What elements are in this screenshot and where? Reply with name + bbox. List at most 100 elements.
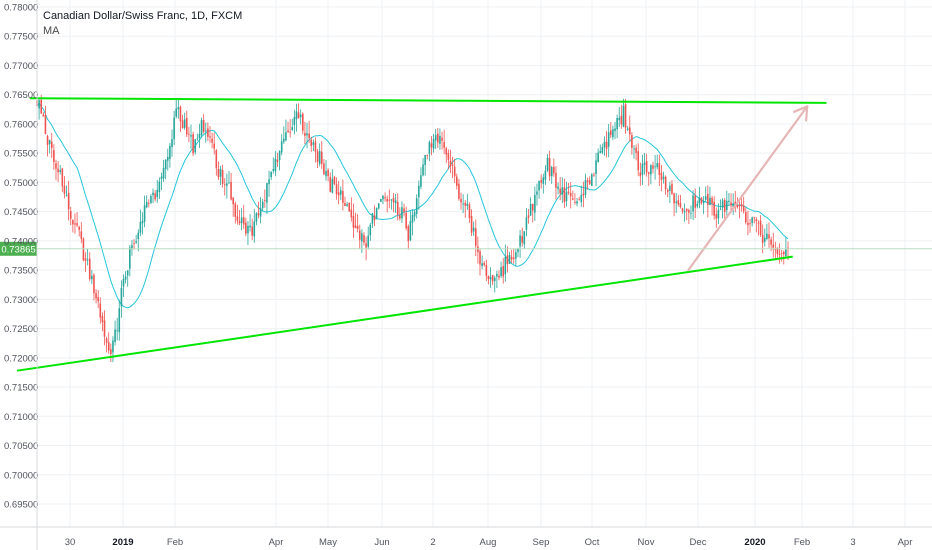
candle-body[interactable] bbox=[84, 258, 87, 261]
candle-body[interactable] bbox=[217, 169, 220, 178]
candle-body[interactable] bbox=[44, 115, 47, 134]
candle-body[interactable] bbox=[312, 142, 315, 145]
candle-body[interactable] bbox=[787, 247, 789, 249]
candle-body[interactable] bbox=[496, 273, 498, 277]
candle-body[interactable] bbox=[453, 166, 456, 177]
candle-body[interactable] bbox=[369, 224, 372, 236]
candle-body[interactable] bbox=[624, 104, 627, 128]
candle-body[interactable] bbox=[249, 225, 251, 228]
candle-body[interactable] bbox=[763, 237, 766, 242]
candle-body[interactable] bbox=[323, 163, 325, 175]
candle-body[interactable] bbox=[609, 130, 612, 136]
candle-body[interactable] bbox=[445, 148, 448, 155]
candle-body[interactable] bbox=[259, 207, 262, 217]
candle-body[interactable] bbox=[597, 152, 599, 163]
candle-body[interactable] bbox=[650, 165, 652, 175]
candle-body[interactable] bbox=[133, 242, 135, 244]
candle-body[interactable] bbox=[515, 252, 517, 259]
candle-body[interactable] bbox=[308, 133, 310, 139]
candle-body[interactable] bbox=[120, 287, 123, 307]
candle-body[interactable] bbox=[118, 308, 121, 333]
candle-body[interactable] bbox=[462, 203, 464, 205]
candlesticks[interactable] bbox=[36, 94, 789, 363]
candle-body[interactable] bbox=[230, 181, 232, 200]
candle-body[interactable] bbox=[101, 316, 104, 323]
candle-body[interactable] bbox=[76, 223, 78, 226]
candle-body[interactable] bbox=[439, 135, 441, 144]
candle-body[interactable] bbox=[637, 151, 640, 171]
candle-body[interactable] bbox=[318, 151, 321, 164]
candle-body[interactable] bbox=[721, 200, 724, 208]
candle-body[interactable] bbox=[455, 176, 458, 186]
candle-body[interactable] bbox=[50, 141, 53, 149]
candle-body[interactable] bbox=[228, 182, 230, 184]
candle-body[interactable] bbox=[299, 114, 302, 118]
candle-body[interactable] bbox=[55, 163, 57, 169]
candle-body[interactable] bbox=[384, 197, 386, 199]
candle-body[interactable] bbox=[418, 185, 420, 198]
candle-body[interactable] bbox=[320, 151, 323, 164]
candle-body[interactable] bbox=[310, 139, 313, 146]
candle-body[interactable] bbox=[493, 277, 496, 281]
candle-body[interactable] bbox=[508, 254, 511, 264]
candle-body[interactable] bbox=[63, 185, 66, 194]
candle-body[interactable] bbox=[232, 197, 234, 205]
candle-body[interactable] bbox=[519, 235, 521, 247]
candle-body[interactable] bbox=[512, 257, 515, 259]
candle-body[interactable] bbox=[768, 234, 770, 239]
candle-body[interactable] bbox=[685, 208, 688, 212]
candle-body[interactable] bbox=[371, 213, 374, 224]
candle-body[interactable] bbox=[411, 215, 414, 223]
candle-body[interactable] bbox=[692, 195, 694, 212]
candle-body[interactable] bbox=[536, 191, 538, 195]
indicator-label[interactable]: MA bbox=[43, 25, 60, 37]
candle-body[interactable] bbox=[160, 176, 163, 180]
candle-body[interactable] bbox=[605, 141, 608, 149]
candle-body[interactable] bbox=[702, 201, 705, 204]
candle-body[interactable] bbox=[620, 115, 623, 125]
candle-body[interactable] bbox=[209, 136, 211, 138]
candle-body[interactable] bbox=[664, 176, 667, 190]
candle-body[interactable] bbox=[766, 233, 768, 239]
candle-body[interactable] bbox=[780, 253, 783, 254]
candle-body[interactable] bbox=[325, 171, 327, 177]
candle-body[interactable] bbox=[622, 105, 625, 127]
candle-body[interactable] bbox=[451, 164, 454, 166]
candle-body[interactable] bbox=[152, 192, 154, 196]
candle-body[interactable] bbox=[198, 133, 201, 139]
candle-body[interactable] bbox=[652, 165, 654, 169]
candle-body[interactable] bbox=[776, 247, 779, 255]
candle-body[interactable] bbox=[141, 220, 144, 224]
candle-body[interactable] bbox=[185, 117, 188, 135]
candle-body[interactable] bbox=[251, 226, 253, 236]
candle-body[interactable] bbox=[143, 205, 146, 222]
candle-body[interactable] bbox=[582, 193, 585, 196]
candle-body[interactable] bbox=[477, 246, 479, 253]
candle-body[interactable] bbox=[394, 200, 397, 204]
candle-body[interactable] bbox=[194, 139, 197, 153]
candle-body[interactable] bbox=[757, 222, 760, 224]
candle-body[interactable] bbox=[156, 189, 159, 198]
candle-body[interactable] bbox=[531, 204, 534, 211]
candle-body[interactable] bbox=[329, 176, 332, 192]
candle-body[interactable] bbox=[747, 222, 749, 226]
candle-body[interactable] bbox=[158, 181, 161, 193]
candle-body[interactable] bbox=[367, 235, 370, 247]
candle-body[interactable] bbox=[302, 113, 304, 131]
candle-body[interactable] bbox=[696, 203, 699, 207]
candle-body[interactable] bbox=[544, 170, 547, 180]
candle-body[interactable] bbox=[502, 266, 505, 277]
candle-body[interactable] bbox=[434, 135, 437, 141]
candle-body[interactable] bbox=[586, 180, 589, 182]
candle-body[interactable] bbox=[150, 196, 152, 204]
candle-body[interactable] bbox=[715, 214, 718, 219]
candle-body[interactable] bbox=[399, 215, 401, 219]
candle-body[interactable] bbox=[574, 201, 576, 203]
candle-body[interactable] bbox=[483, 263, 486, 265]
candle-body[interactable] bbox=[59, 170, 62, 172]
candle-body[interactable] bbox=[200, 120, 203, 136]
candle-body[interactable] bbox=[196, 138, 199, 140]
candle-body[interactable] bbox=[751, 217, 753, 224]
candle-body[interactable] bbox=[430, 143, 433, 148]
